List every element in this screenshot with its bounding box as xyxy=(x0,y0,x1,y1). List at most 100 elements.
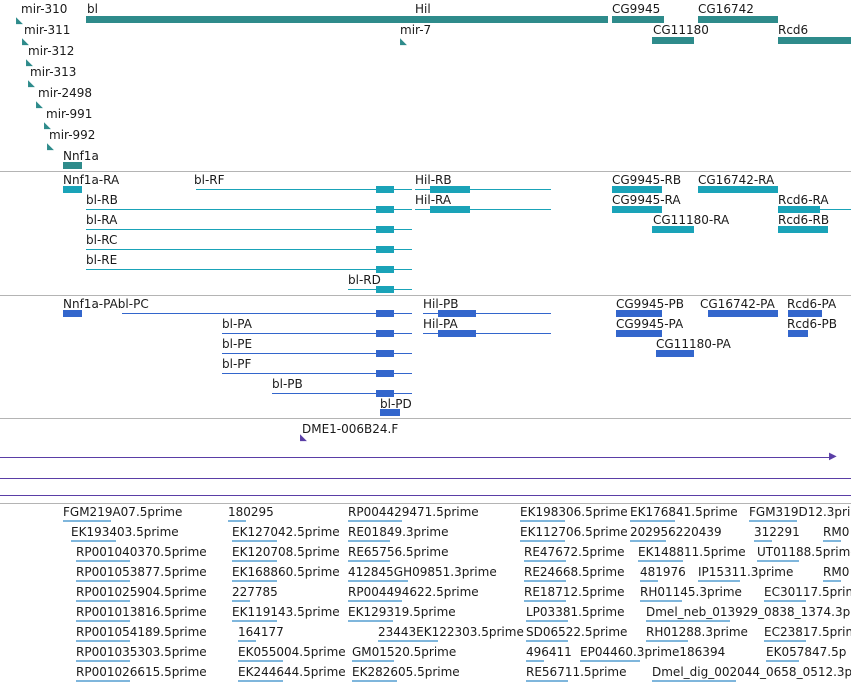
est-feature-line[interactable] xyxy=(526,640,568,642)
transcript-label[interactable]: CG11180-RA xyxy=(653,213,730,227)
transcript-line[interactable] xyxy=(415,189,551,190)
est-feature-line[interactable] xyxy=(378,640,438,642)
exon[interactable] xyxy=(376,286,394,293)
transcript-label[interactable]: bl-RC xyxy=(86,233,118,247)
transcript-label[interactable]: Rcd6-RA xyxy=(778,193,829,207)
exon[interactable] xyxy=(376,390,394,397)
transcript-label[interactable]: Hil-RA xyxy=(415,193,452,207)
transcript-label[interactable]: Hil-RB xyxy=(415,173,452,187)
est-label[interactable]: RE56711.5prime xyxy=(526,665,627,679)
est-feature-line[interactable] xyxy=(348,540,390,542)
est-feature-line[interactable] xyxy=(524,580,566,582)
scaffold-line-2[interactable] xyxy=(0,478,851,479)
est-feature-line[interactable] xyxy=(352,660,394,662)
mir-marker[interactable]: ◣ xyxy=(47,142,54,152)
protein-label[interactable]: Hil-PA xyxy=(423,317,458,331)
est-feature-line[interactable] xyxy=(823,580,841,582)
est-label[interactable]: 164177 xyxy=(238,625,284,639)
gene-label[interactable]: bl xyxy=(87,2,98,16)
gene-bar-bl[interactable] xyxy=(86,16,608,23)
transcript-label[interactable]: bl-RE xyxy=(86,253,118,267)
est-feature-line[interactable] xyxy=(764,640,806,642)
est-feature-line[interactable] xyxy=(348,600,402,602)
exon[interactable] xyxy=(430,206,470,213)
est-feature-line[interactable] xyxy=(526,660,544,662)
transcript-line[interactable] xyxy=(222,333,412,334)
est-feature-line[interactable] xyxy=(520,520,565,522)
est-label[interactable]: FGM319D12.3prime xyxy=(749,505,851,519)
exon[interactable] xyxy=(376,310,394,317)
est-label[interactable]: RE18712.5prime xyxy=(524,585,625,599)
est-label[interactable]: 23443EK122303.5prime xyxy=(378,625,524,639)
exon[interactable] xyxy=(616,310,662,317)
transcript-label[interactable]: CG9945-RA xyxy=(612,193,681,207)
transcript-label[interactable]: Nnf1a-RA xyxy=(63,173,120,187)
est-label[interactable]: EK129319.5prime xyxy=(348,605,456,619)
est-feature-line[interactable] xyxy=(76,660,130,662)
est-feature-line[interactable] xyxy=(348,560,390,562)
gene-label[interactable]: mir-313 xyxy=(30,65,77,79)
est-feature-line[interactable] xyxy=(232,620,277,622)
est-feature-line[interactable] xyxy=(76,620,130,622)
est-feature-line[interactable] xyxy=(232,560,277,562)
est-feature-line[interactable] xyxy=(352,680,397,682)
protein-label[interactable]: bl-PD xyxy=(380,397,412,411)
est-label[interactable]: RM0 xyxy=(823,565,850,579)
transcript-line[interactable] xyxy=(122,313,412,314)
gene-label[interactable]: mir-311 xyxy=(24,23,71,37)
est-label[interactable]: 412845GH09851.3prime xyxy=(348,565,497,579)
est-feature-line[interactable] xyxy=(348,520,402,522)
est-label[interactable]: 481976 xyxy=(640,565,686,579)
gene-label[interactable]: Rcd6 xyxy=(778,23,809,37)
protein-label[interactable]: CG9945-PB xyxy=(616,297,685,311)
est-label[interactable]: EK198306.5prime xyxy=(520,505,628,519)
est-label[interactable]: 312291 xyxy=(754,525,800,539)
est-feature-line[interactable] xyxy=(76,640,130,642)
gene-label[interactable]: CG9945 xyxy=(612,2,661,16)
gene-label[interactable]: mir-7 xyxy=(400,23,432,37)
est-feature-line[interactable] xyxy=(520,540,565,542)
est-label[interactable]: RP001053877.5prime xyxy=(76,565,207,579)
est-label[interactable]: RP001054189.5prime xyxy=(76,625,207,639)
est-label[interactable]: FGM219A07.5prime xyxy=(63,505,183,519)
transcript-line[interactable] xyxy=(222,373,412,374)
transcript-line[interactable] xyxy=(86,229,412,230)
gene-label[interactable]: mir-2498 xyxy=(38,86,93,100)
transcript-label[interactable]: bl-RD xyxy=(348,273,381,287)
mir-marker[interactable]: ◣ xyxy=(44,121,51,131)
gene-label[interactable]: mir-310 xyxy=(21,2,68,16)
scaffold-line[interactable] xyxy=(0,457,832,458)
transcript-line[interactable] xyxy=(415,209,551,210)
est-label[interactable]: RH01288.3prime xyxy=(646,625,748,639)
est-feature-line[interactable] xyxy=(698,580,740,582)
gene-bar-nnf1a[interactable] xyxy=(63,162,82,169)
exon[interactable] xyxy=(612,206,662,213)
est-label[interactable]: RP004494622.5prime xyxy=(348,585,479,599)
est-label[interactable]: EK057847.5p xyxy=(766,645,847,659)
transcript-label[interactable]: bl-RB xyxy=(86,193,118,207)
mir-marker[interactable]: ◣ xyxy=(26,58,33,68)
protein-label[interactable]: bl-PB xyxy=(272,377,303,391)
est-feature-line[interactable] xyxy=(524,600,566,602)
exon[interactable] xyxy=(788,330,808,337)
est-label[interactable]: Dmel_dig_002044_0658_0512.3p xyxy=(652,665,851,679)
transcript-line[interactable] xyxy=(86,249,412,250)
protein-label[interactable]: CG11180-PA xyxy=(656,337,731,351)
exon[interactable] xyxy=(652,226,694,233)
est-label[interactable]: RH01145.3prime xyxy=(640,585,742,599)
mir-marker[interactable]: ◣ xyxy=(16,16,23,26)
est-feature-line[interactable] xyxy=(232,580,277,582)
exon[interactable] xyxy=(708,310,778,317)
est-label[interactable]: GM01520.5prime xyxy=(352,645,457,659)
protein-label[interactable]: bl-PE xyxy=(222,337,253,351)
est-feature-line[interactable] xyxy=(630,520,675,522)
est-feature-line[interactable] xyxy=(238,680,283,682)
exon[interactable] xyxy=(616,330,662,337)
mir-marker[interactable]: ◣ xyxy=(22,37,29,47)
est-label[interactable]: EK282605.5prime xyxy=(352,665,460,679)
est-label[interactable]: 496411 xyxy=(526,645,572,659)
mir-marker[interactable]: ◣ xyxy=(28,79,35,89)
est-feature-line[interactable] xyxy=(238,640,256,642)
est-feature-line[interactable] xyxy=(754,540,772,542)
est-feature-line[interactable] xyxy=(652,680,736,682)
